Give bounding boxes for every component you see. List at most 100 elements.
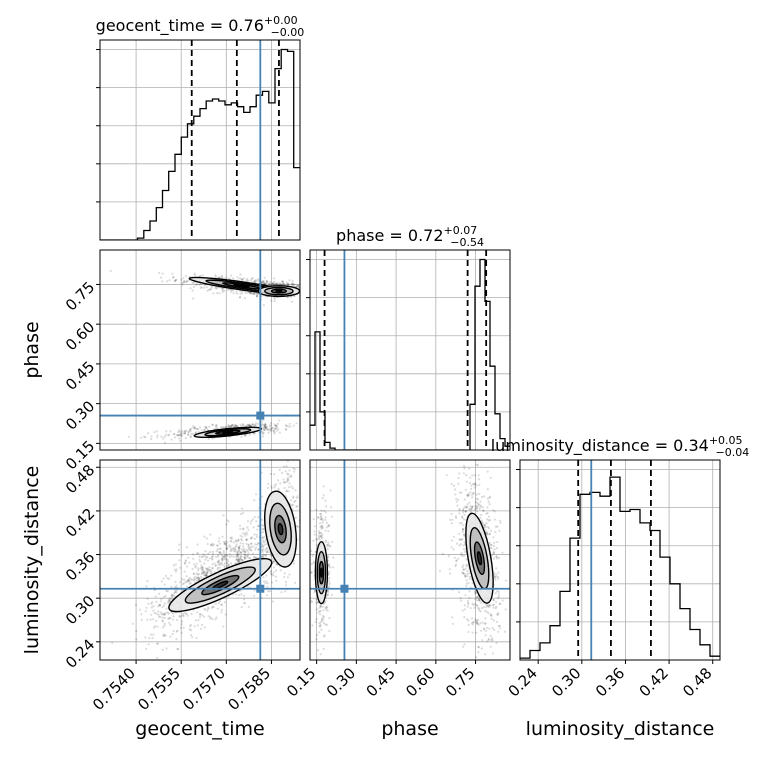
- sample-point: [229, 556, 231, 558]
- sample-point: [212, 424, 214, 426]
- sample-point: [306, 426, 308, 428]
- sample-point: [198, 556, 200, 558]
- sample-point: [244, 292, 246, 294]
- sample-point: [240, 513, 242, 515]
- sample-point: [286, 282, 288, 284]
- histogram-luminosity_distance: [520, 477, 720, 658]
- sample-point: [147, 603, 149, 605]
- sample-point: [233, 556, 235, 558]
- sample-point: [312, 540, 314, 542]
- sample-point: [216, 548, 218, 550]
- sample-point: [162, 626, 164, 628]
- sample-point: [208, 566, 210, 568]
- sample-point: [178, 549, 180, 551]
- sample-point: [264, 424, 266, 426]
- sample-point: [470, 488, 472, 490]
- sample-point: [239, 424, 241, 426]
- sample-point: [472, 492, 474, 494]
- x-axis-label-luminosity_distance: luminosity_distance: [526, 718, 715, 740]
- sample-point: [270, 300, 272, 302]
- sample-point: [204, 427, 206, 429]
- sample-point: [145, 648, 147, 650]
- sample-point: [302, 287, 304, 289]
- sample-point: [135, 638, 137, 640]
- sample-point: [266, 586, 268, 588]
- sample-point: [156, 436, 158, 438]
- sample-point: [252, 546, 254, 548]
- sample-point: [302, 483, 304, 485]
- sample-point: [167, 434, 169, 436]
- sample-point: [181, 632, 183, 634]
- sample-point: [470, 485, 472, 487]
- sample-point: [187, 557, 189, 559]
- sample-point: [206, 570, 208, 572]
- sample-point: [235, 540, 237, 542]
- y-tick-label-phase: 0.45: [62, 358, 98, 394]
- sample-point: [453, 536, 455, 538]
- sample-point: [170, 586, 172, 588]
- sample-point: [188, 578, 190, 580]
- sample-point: [460, 554, 462, 556]
- sample-point: [246, 539, 248, 541]
- sample-point: [199, 616, 201, 618]
- sample-point: [225, 613, 227, 615]
- sample-point: [243, 552, 245, 554]
- sample-point: [197, 574, 199, 576]
- sample-point: [481, 647, 483, 649]
- sample-point: [196, 563, 198, 565]
- sample-point: [256, 534, 258, 536]
- sample-point: [272, 600, 274, 602]
- sample-point: [472, 632, 474, 634]
- sample-point: [171, 273, 173, 275]
- sample-point: [197, 624, 199, 626]
- sample-point: [314, 534, 316, 536]
- sample-point: [469, 482, 471, 484]
- sample-point: [255, 422, 257, 424]
- sample-point: [301, 538, 303, 540]
- sample-point: [486, 506, 488, 508]
- sample-point: [270, 422, 272, 424]
- sample-point: [454, 493, 456, 495]
- sample-point: [464, 643, 466, 645]
- sample-point: [183, 627, 185, 629]
- sample-point: [460, 597, 462, 599]
- sample-point: [163, 577, 165, 579]
- sample-point: [471, 617, 473, 619]
- sample-point: [323, 648, 325, 650]
- sample-point: [449, 568, 451, 570]
- sample-point: [256, 544, 258, 546]
- sample-point: [168, 622, 170, 624]
- sample-point: [468, 590, 470, 592]
- sample-point: [267, 590, 269, 592]
- sample-point: [175, 279, 177, 281]
- sample-point: [481, 496, 483, 498]
- sample-point: [201, 624, 203, 626]
- histogram-geocent_time: [100, 50, 300, 241]
- sample-point: [132, 623, 134, 625]
- sample-point: [212, 551, 214, 553]
- sample-point: [239, 535, 241, 537]
- sample-point: [245, 549, 247, 551]
- sample-point: [324, 519, 326, 521]
- sample-point: [193, 563, 195, 565]
- sample-point: [320, 528, 322, 530]
- sample-point: [250, 543, 252, 545]
- x-tick-label-phase: 0.45: [363, 664, 399, 700]
- hist-panel-phase: [310, 250, 510, 450]
- sample-point: [456, 445, 458, 447]
- sample-point: [112, 672, 114, 674]
- sample-point: [169, 636, 171, 638]
- sample-point: [225, 523, 227, 525]
- sample-point: [295, 489, 297, 491]
- sample-point: [225, 559, 227, 561]
- sample-point: [262, 423, 264, 425]
- sample-point: [111, 642, 113, 644]
- sample-point: [266, 594, 268, 596]
- sample-point: [465, 585, 467, 587]
- sample-point: [288, 441, 290, 443]
- sample-point: [176, 630, 178, 632]
- sample-point: [228, 544, 230, 546]
- sample-point: [175, 585, 177, 587]
- sample-point: [218, 540, 220, 542]
